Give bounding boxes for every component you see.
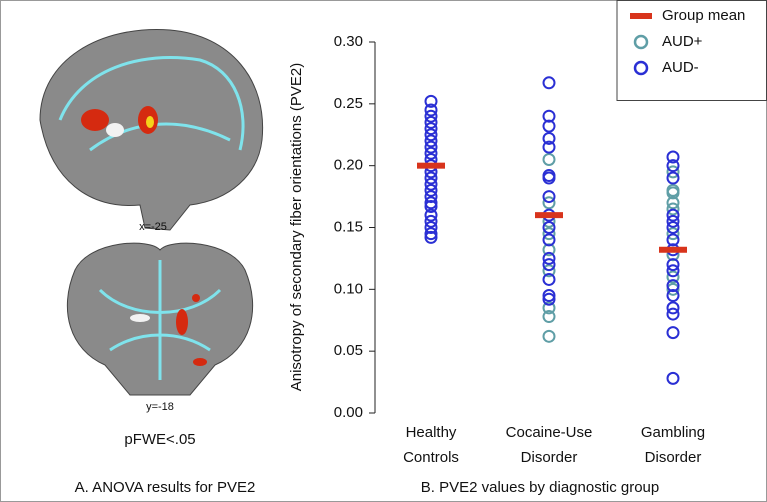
figure: x=-25 y=-18 pFWE<.05 A. ANOVA results fo…	[0, 0, 767, 502]
mean-bar	[417, 163, 445, 169]
y-tick-label: 0.15	[334, 218, 363, 235]
y-tick-label: 0.20	[334, 157, 363, 174]
coronal-label: y=-18	[146, 401, 174, 413]
activation	[146, 116, 154, 128]
legend-label: Group mean	[662, 7, 745, 24]
legend-label: AUD+	[662, 33, 703, 50]
y-tick-label: 0.00	[334, 404, 363, 421]
y-tick-label: 0.25	[334, 95, 363, 112]
activation	[193, 358, 207, 366]
panel-a-caption: A. ANOVA results for PVE2	[75, 479, 256, 496]
threshold-label: pFWE<.05	[124, 431, 195, 448]
legend-label: AUD-	[662, 59, 699, 76]
y-tick-label: 0.05	[334, 342, 363, 359]
mean-bar	[659, 247, 687, 253]
panel-b-caption: B. PVE2 values by diagnostic group	[421, 479, 659, 496]
y-tick-label: 0.30	[334, 33, 363, 50]
sagittal-label: x=-25	[139, 221, 167, 233]
ventricle	[106, 123, 124, 137]
legend-swatch	[630, 13, 652, 19]
y-axis-label: Anisotropy of secondary fiber orientatio…	[288, 63, 305, 392]
activation	[176, 309, 188, 335]
page: {"panel_a": {"sagittal_label": "x=-25", …	[0, 0, 767, 502]
activation	[81, 109, 109, 131]
y-tick-label: 0.10	[334, 280, 363, 297]
mean-bar	[535, 212, 563, 218]
ventricle	[130, 314, 150, 322]
activation	[192, 294, 200, 302]
